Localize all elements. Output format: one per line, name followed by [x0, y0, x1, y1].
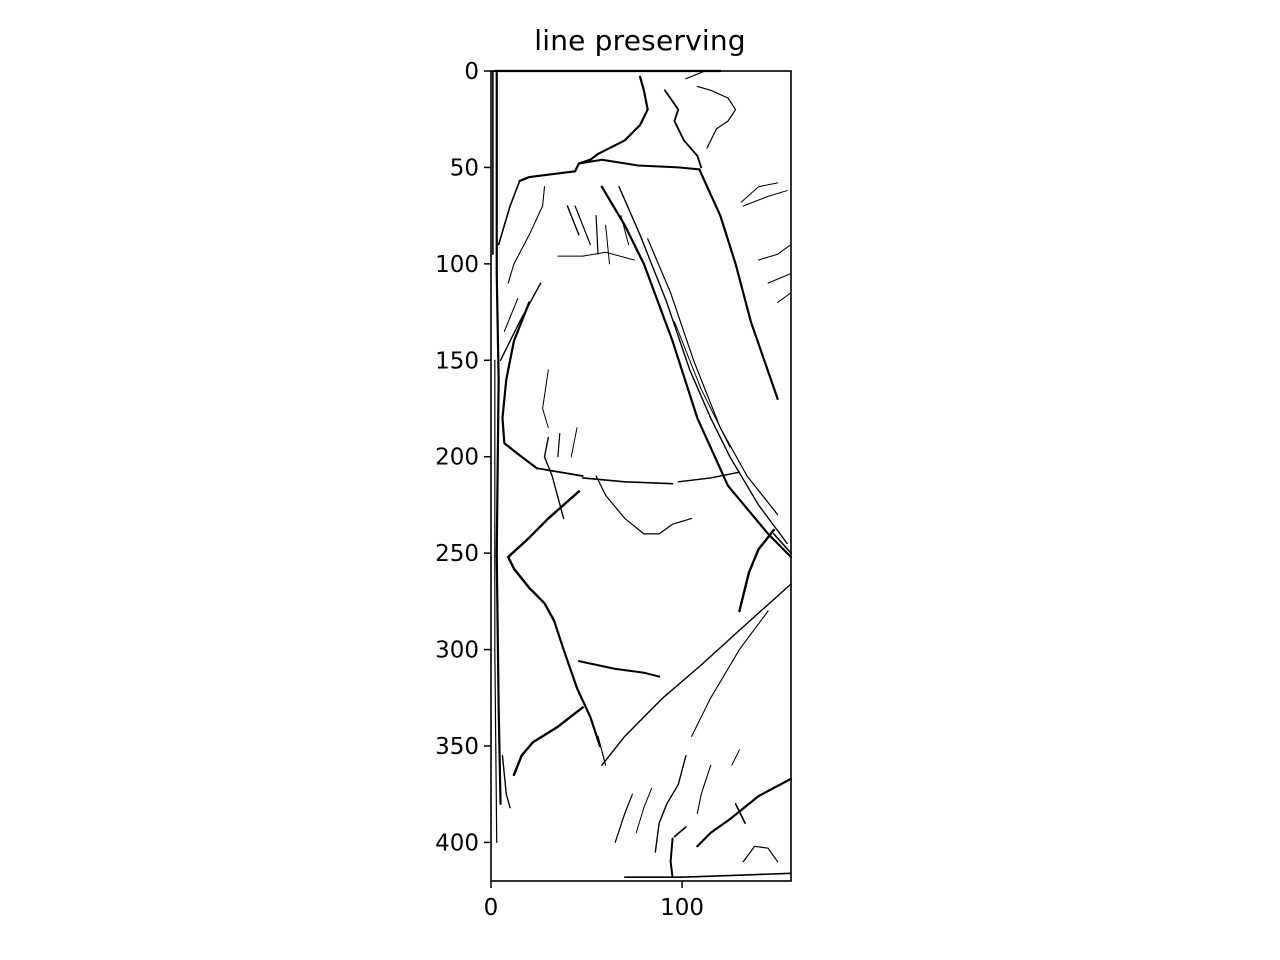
edge-stroke [655, 756, 686, 852]
y-tick-label: 250 [435, 541, 479, 567]
edge-stroke [558, 252, 634, 260]
edge-stroke [743, 846, 777, 861]
edge-stroke [567, 206, 578, 235]
edge-stroke [537, 468, 583, 476]
edge-stroke [619, 187, 787, 544]
edge-stroke [558, 434, 560, 457]
edge-stroke [665, 90, 701, 167]
edge-stroke [579, 160, 699, 170]
edge-stroke [543, 370, 549, 428]
edge-image [493, 71, 791, 877]
y-tick-label: 300 [435, 638, 479, 664]
y-tick-label: 0 [464, 59, 479, 85]
edge-stroke [768, 274, 791, 284]
plot-title: line preserving [534, 24, 746, 57]
edge-stroke [508, 491, 579, 620]
edge-stroke [739, 530, 773, 611]
edge-stroke [495, 360, 497, 842]
axes-frame [490, 70, 792, 882]
edge-stroke [508, 187, 544, 283]
edge-stroke [615, 794, 632, 842]
edge-stroke [575, 206, 590, 245]
x-tick-label: 0 [484, 895, 499, 921]
edge-stroke [697, 779, 791, 847]
edge-stroke [732, 750, 740, 765]
edge-stroke [648, 239, 778, 515]
edge-stroke [514, 707, 583, 775]
x-tick-label: 100 [660, 895, 704, 921]
edge-stroke [621, 216, 629, 245]
edge-stroke [671, 839, 673, 878]
edge-stroke [554, 621, 600, 746]
edge-stroke [678, 472, 739, 482]
edge-stroke [497, 73, 501, 804]
edge-stroke [502, 756, 510, 808]
y-tick-label: 50 [450, 155, 479, 181]
edge-stroke [520, 77, 648, 181]
y-tick-label: 350 [435, 734, 479, 760]
edge-stroke [602, 187, 791, 557]
edge-stroke [502, 302, 536, 468]
edge-stroke [778, 293, 791, 303]
y-tick-label: 100 [435, 252, 479, 278]
edge-stroke [606, 225, 610, 264]
edge-stroke [743, 191, 787, 206]
edge-stroke [596, 216, 598, 255]
edge-stroke [596, 476, 692, 534]
edge-stroke [636, 788, 651, 832]
edge-stroke [499, 181, 520, 245]
edge-stroke [501, 283, 541, 360]
edge-stroke [736, 804, 746, 823]
edge-stroke [697, 765, 710, 813]
axis-ticks: 0 50 100 150 200 250 300 350 400 0 100 [435, 59, 704, 921]
edge-stroke [699, 169, 777, 399]
edge-stroke [686, 71, 705, 79]
edge-stroke [741, 183, 777, 202]
edge-stroke [579, 661, 659, 676]
edge-stroke [625, 873, 791, 877]
edge-stroke [571, 428, 577, 457]
y-tick-label: 200 [435, 445, 479, 471]
edge-stroke [602, 584, 791, 765]
edge-stroke [692, 611, 768, 736]
edge-stroke [583, 478, 673, 484]
edge-stroke [674, 827, 685, 837]
edge-stroke [697, 86, 735, 148]
edge-stroke [759, 245, 791, 260]
edge-stroke [774, 534, 791, 553]
y-tick-label: 150 [435, 348, 479, 374]
edge-stroke [674, 322, 729, 447]
edge-stroke [598, 736, 606, 765]
edge-stroke [545, 437, 564, 518]
y-tick-label: 400 [435, 830, 479, 856]
edge-stroke [504, 299, 517, 332]
